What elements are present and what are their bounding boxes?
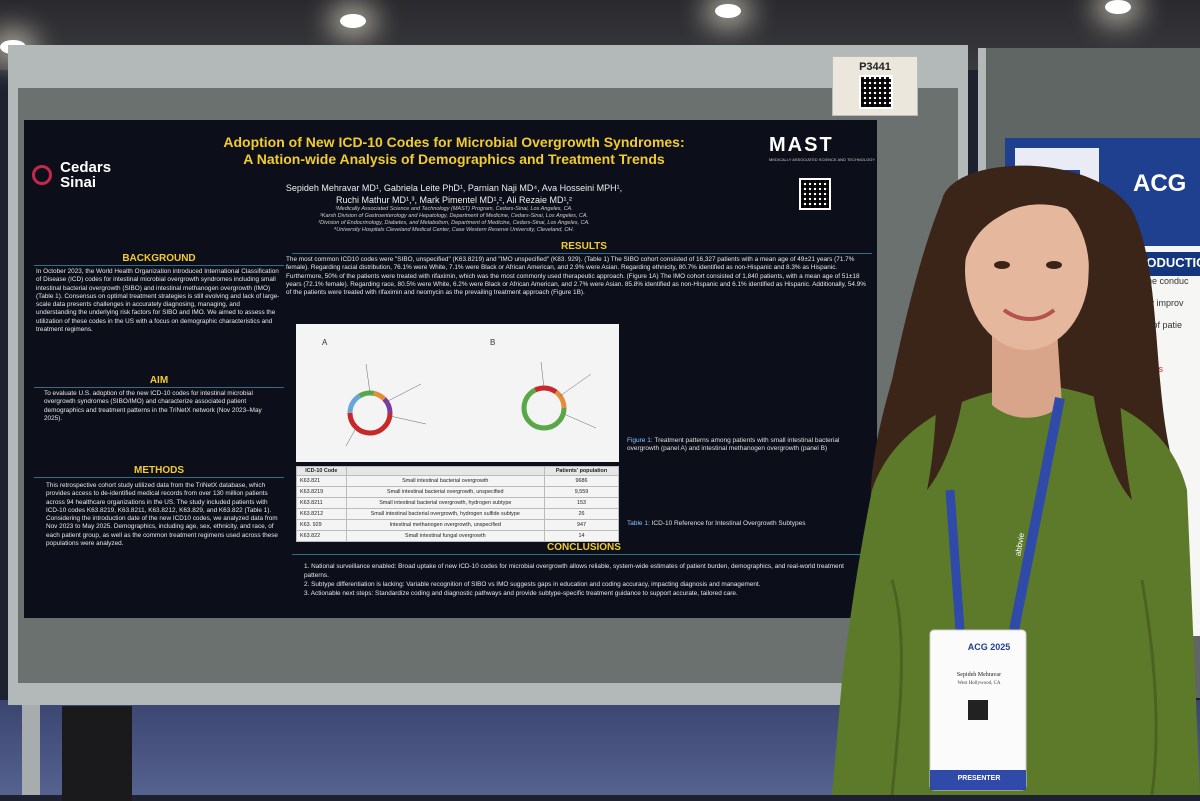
equipment-case (62, 706, 132, 801)
table-cell: 14 (543, 530, 620, 542)
divider (34, 477, 284, 478)
booth-number: P3441 (859, 61, 891, 73)
table-cell: K63. 929 (296, 519, 347, 531)
booth-number-tag: P3441 (832, 56, 918, 116)
neighbor-line: membrane conduc (1114, 276, 1189, 286)
table-cell: K63.821 (296, 475, 347, 487)
poster-authors: Sepideh Mehravar MD¹, Gabriela Leite PhD… (224, 182, 684, 206)
figure-caption: Figure 1: Treatment patterns among patie… (627, 437, 867, 453)
table-cell: Small intestinal bacterial overgrowth, h… (345, 508, 545, 520)
methods-text: This retrospective cohort study utilized… (46, 482, 278, 548)
list-item: 1. National surveillance enabled: Broad … (304, 563, 844, 579)
mast-logo-text: MAST (769, 134, 834, 156)
mast-logo-subtitle: MEDICALLY ASSOCIATED SCIENCE AND TECHNOL… (769, 157, 875, 162)
table-cell: K63.822 (296, 530, 347, 542)
background-heading: BACKGROUND (122, 253, 196, 264)
table-cell: Small intestinal fungal overgrowth (345, 530, 545, 542)
table-cell: 26 (543, 508, 620, 520)
table-header: Patients' population (543, 466, 620, 476)
table-row: K63.8212 Small intestinal bacterial overg… (296, 508, 620, 520)
table-caption-label: Table 1: (627, 520, 650, 527)
logo-line-1: Cedars (60, 159, 112, 176)
cedars-sinai-logo: Cedars Sinai (32, 160, 111, 190)
aim-text: To evaluate U.S. adoption of the new ICD… (44, 390, 262, 422)
poster-title-line-1: Adoption of New ICD-10 Codes for Microbi… (223, 134, 685, 150)
table-cell: K63.8219 (296, 486, 347, 498)
board-leg (22, 700, 40, 795)
results-heading: RESULTS (561, 241, 607, 252)
authors-line-1: Sepideh Mehravar MD¹, Gabriela Leite PhD… (285, 183, 623, 193)
badge-role-ribbon: PRESENTER (957, 775, 1001, 782)
affiliation-line: ³Division of Endocrinology, Diabetes, an… (318, 220, 590, 226)
divider (292, 554, 872, 555)
list-item: 2. Subtype differentiation is lacking: V… (304, 581, 761, 588)
table-header-row: ICD-10 Code Patients' population (296, 466, 620, 476)
poster-affiliations: ¹Medically Associated Science and Techno… (244, 206, 664, 234)
table-cell: Intestinal methanogen overgrowth, unspec… (345, 519, 545, 531)
table-cell: Small intestinal bacterial overgrowth (345, 475, 545, 487)
affiliation-line: ²Karsh Division of Gastroenterology and … (319, 213, 589, 219)
conclusions-list: 1. National surveillance enabled: Broad … (304, 562, 864, 598)
table-cell: 9686 (543, 475, 620, 487)
table-cell: Small intestinal bacterial overgrowth, h… (345, 497, 545, 509)
methods-heading: METHODS (134, 465, 184, 476)
table-cell: K63.8212 (296, 508, 347, 520)
ceiling-light (1105, 0, 1131, 14)
figure-caption-label: Figure 1: (627, 437, 653, 444)
presenter-person (832, 165, 1200, 795)
qr-code-icon (799, 178, 831, 210)
donut-chart-b (521, 361, 597, 431)
table-header (345, 466, 545, 476)
results-text: The most common ICD10 codes were "SIBO, … (286, 256, 866, 297)
table-cell: K63.8211 (296, 497, 347, 509)
donut-chart-a (345, 363, 427, 447)
mast-logo: MAST MEDICALLY ASSOCIATED SCIENCE AND TE… (769, 134, 875, 162)
background-text: In October 2023, the World Health Organi… (36, 268, 280, 334)
affiliation-line: ¹Medically Associated Science and Techno… (335, 206, 573, 212)
badge-name: Sepideh Mehravar (956, 672, 1002, 678)
aim-heading: AIM (149, 375, 169, 386)
divider (292, 253, 872, 254)
table-row: K63.8219 Small intestinal bacterial overg… (296, 486, 620, 498)
table-row: K63.821 Small intestinal bacterial overgr… (296, 475, 620, 487)
treatment-figure: A B (296, 324, 619, 462)
table-row: K63.822 Small intestinal fungal overgrowt… (296, 530, 620, 542)
table-cell: Small intestinal bacterial overgrowth, u… (345, 486, 545, 498)
figure-panel-a-label: A (322, 338, 328, 347)
list-item: 3. Actionable next steps: Standardize co… (304, 590, 738, 597)
table-cell: 9,559 (543, 486, 620, 498)
donut-charts (345, 361, 597, 447)
poster-title: Adoption of New ICD-10 Codes for Microbi… (184, 134, 724, 168)
table-caption: Table 1: ICD-10 Reference for Intestinal… (627, 520, 867, 527)
poster-title-line-2: A Nation-wide Analysis of Demographics a… (243, 151, 665, 167)
conclusions-heading: CONCLUSIONS (547, 542, 621, 553)
table-caption-text: ICD-10 Reference for Intestinal Overgrow… (651, 520, 806, 527)
table-row: K63. 929 Intestinal methanogen overgrowth… (296, 519, 620, 531)
badge-location: West Hollywood, CA (957, 681, 1001, 686)
badge-event: ACG 2025 (967, 642, 1011, 652)
ceiling-light (340, 14, 366, 28)
affiliation-line: ⁴University Hospitals Cleveland Medical … (333, 227, 575, 233)
logo-line-2: Sinai (60, 174, 97, 191)
neighbor-banner-text: ACG (1133, 170, 1187, 197)
ceiling-light (715, 4, 741, 18)
table-cell: 947 (543, 519, 620, 531)
research-poster: Cedars Sinai MAST MEDICALLY ASSOCIATED S… (24, 120, 877, 618)
figure-panel-b-label: B (490, 338, 496, 347)
table-header: ICD-10 Code (296, 466, 347, 476)
qr-code-icon (859, 75, 893, 109)
authors-line-2: Ruchi Mathur MD¹,³, Mark Pimentel MD¹,²,… (335, 195, 573, 205)
logo-ring-icon (32, 165, 52, 185)
table-row: K63.8211 Small intestinal bacterial overg… (296, 497, 620, 509)
icd10-table: ICD-10 Code Patients' population K63.821… (296, 466, 620, 542)
table-cell: 153 (543, 497, 620, 509)
divider (34, 265, 284, 266)
divider (34, 387, 284, 388)
figure-caption-text: Treatment patterns among patients with s… (627, 437, 840, 452)
